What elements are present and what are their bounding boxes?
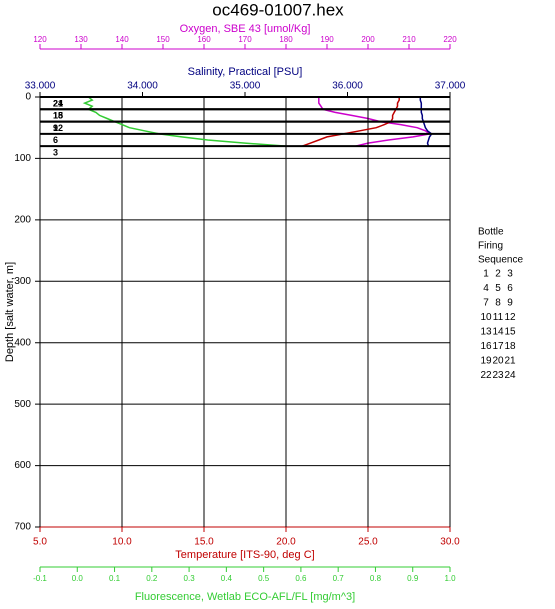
x-tick-label: 0.0: [72, 574, 84, 583]
x-tick-label: 200: [361, 35, 375, 44]
x-tick-label: 130: [74, 35, 88, 44]
x-tick-label: 210: [402, 35, 416, 44]
legend-item: 9: [507, 298, 513, 309]
bottle-label: 15: [53, 111, 63, 121]
legend-item: 10: [480, 312, 492, 323]
x-tick-label: 180: [279, 35, 293, 44]
bottle-label: 12: [53, 123, 63, 133]
legend-item: 19: [480, 356, 492, 367]
x-tick-label: 36.000: [332, 81, 363, 92]
bottle-label: 21: [53, 98, 63, 108]
legend-item: 15: [504, 327, 516, 338]
x-tick-label: 35.000: [230, 81, 261, 92]
legend-item: 4: [483, 283, 489, 294]
y-tick-label: 300: [14, 276, 31, 287]
x-tick-label: 25.0: [358, 537, 378, 548]
x-tick-label: 0.8: [370, 574, 382, 583]
legend-item: 6: [507, 283, 513, 294]
legend-item: 18: [504, 341, 516, 352]
legend-item: 13: [480, 327, 492, 338]
y-tick-label: 100: [14, 153, 31, 164]
legend-item: 23: [492, 370, 504, 381]
x-tick-label: 37.000: [435, 81, 466, 92]
x-tick-label: 0.6: [295, 574, 307, 583]
x-axis-title: Temperature [ITS-90, deg C]: [175, 549, 314, 561]
x-tick-label: 15.0: [194, 537, 214, 548]
x-tick-label: 0.7: [333, 574, 345, 583]
bottle-label: 3: [53, 148, 58, 158]
legend-item: 5: [495, 283, 501, 294]
x-tick-label: 0.4: [221, 574, 233, 583]
x-tick-label: 20.0: [276, 537, 296, 548]
x-tick-label: 10.0: [112, 537, 132, 548]
x-axis-title: Salinity, Practical [PSU]: [188, 66, 303, 78]
legend-item: 7: [483, 298, 489, 309]
x-tick-label: 0.3: [184, 574, 196, 583]
x-tick-label: 120: [33, 35, 47, 44]
y-tick-label: 0: [25, 92, 31, 103]
bottle-label: 24: [53, 98, 63, 108]
legend-item: 20: [492, 356, 504, 367]
bottle-label: 6: [53, 135, 58, 145]
x-tick-label: 170: [238, 35, 252, 44]
x-tick-label: -0.1: [33, 574, 47, 583]
y-tick-label: 600: [14, 460, 31, 471]
x-tick-label: 220: [443, 35, 457, 44]
x-axis-title: Oxygen, SBE 43 [umol/Kg]: [180, 23, 311, 35]
legend-item: 2: [495, 269, 501, 280]
legend-item: 14: [492, 327, 504, 338]
x-tick-label: 5.0: [33, 537, 47, 548]
bottle-label: 18: [53, 111, 63, 121]
x-tick-label: 34.000: [127, 81, 158, 92]
x-tick-label: 140: [115, 35, 129, 44]
x-tick-label: 190: [320, 35, 334, 44]
x-axis-title: Fluorescence, Wetlab ECO-AFL/FL [mg/m^3]: [135, 591, 355, 603]
legend-item: 12: [504, 312, 516, 323]
legend-item: 3: [507, 269, 513, 280]
x-tick-label: 0.1: [109, 574, 121, 583]
legend-item: 22: [480, 370, 492, 381]
legend-item: 17: [492, 341, 504, 352]
legend-item: 16: [480, 341, 492, 352]
legend-item: 24: [504, 370, 516, 381]
depth-axis-title: Depth [salt water, m]: [4, 262, 16, 362]
x-tick-label: 160: [197, 35, 211, 44]
x-tick-label: 30.0: [440, 537, 460, 548]
y-tick-label: 400: [14, 337, 31, 348]
legend-title: Firing: [478, 241, 503, 252]
legend-item: 8: [495, 298, 501, 309]
legend-item: 11: [493, 312, 504, 323]
chart-title: oc469-01007.hex: [212, 0, 344, 19]
legend-item: 1: [483, 269, 489, 280]
x-tick-label: 150: [156, 35, 170, 44]
x-tick-label: 0.5: [258, 574, 270, 583]
legend-title: Bottle: [478, 227, 504, 238]
y-tick-label: 700: [14, 522, 31, 533]
bottle-label: 9: [53, 123, 58, 133]
x-tick-label: 0.9: [407, 574, 419, 583]
x-tick-label: 1.0: [444, 574, 456, 583]
x-tick-label: 33.000: [25, 81, 56, 92]
y-tick-label: 500: [14, 399, 31, 410]
x-tick-label: 0.2: [146, 574, 158, 583]
legend-title: Sequence: [478, 255, 523, 266]
legend-item: 21: [504, 356, 516, 367]
y-tick-label: 200: [14, 214, 31, 225]
